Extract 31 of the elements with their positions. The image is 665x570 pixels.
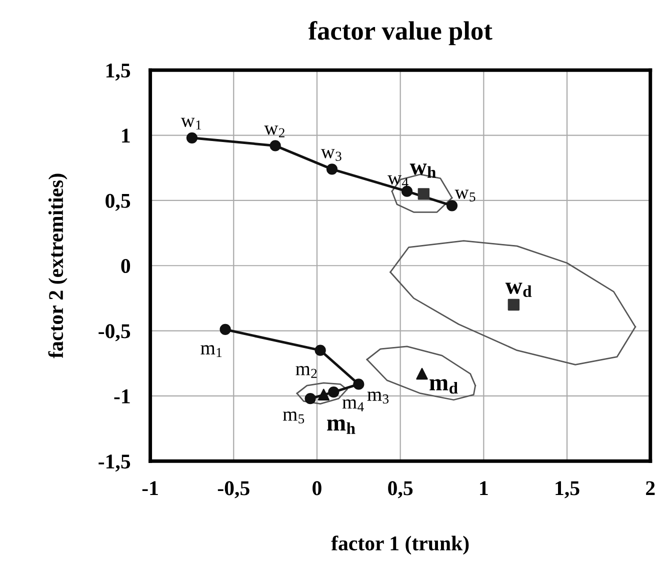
- x-tick-label: -0,5: [218, 481, 250, 498]
- annotation: m$_{4}$: [342, 399, 364, 412]
- annotation: w$_{3}$: [320, 149, 342, 161]
- x-tick-label: 2: [646, 481, 655, 496]
- y-tick-label: -0,5: [98, 324, 130, 342]
- x-axis-title: factor 1 (trunk): [331, 536, 469, 555]
- annotation: w$_{h}$: [410, 164, 436, 178]
- annotation: m$_{1}$: [200, 345, 222, 357]
- x-tick-label: 1,5: [556, 481, 580, 498]
- y-tick-label: 0,5: [106, 194, 130, 211]
- y-tick-label: -1: [114, 389, 130, 404]
- annotation: w$_{4}$: [388, 175, 408, 188]
- annotation: w$_{2}$: [264, 126, 284, 138]
- y-axis-title: factor 2 (extremities): [48, 174, 68, 358]
- x-tick-label: 1: [480, 481, 488, 496]
- chart-title: factor value plot: [308, 20, 492, 46]
- annotation: m$_{d}$: [430, 379, 458, 394]
- y-tick-label: 0: [121, 258, 130, 274]
- annotation: m$_{3}$: [367, 392, 389, 404]
- y-tick-label: 1,5: [106, 64, 130, 81]
- x-tick-label: 0: [312, 481, 322, 496]
- annotation: m$_{5}$: [282, 411, 304, 424]
- annotation: w$_{5}$: [454, 190, 476, 202]
- annotation: w$_{1}$: [180, 118, 202, 130]
- annotation: w$_{d}$: [505, 282, 532, 298]
- annotation: m$_{2}$: [296, 366, 317, 378]
- x-tick-label: 0,5: [388, 481, 413, 498]
- y-tick-label: -1,5: [98, 454, 130, 472]
- annotation: m$_{h}$: [327, 419, 356, 434]
- y-tick-label: 1: [122, 128, 130, 143]
- x-tick-label: -1: [142, 481, 158, 496]
